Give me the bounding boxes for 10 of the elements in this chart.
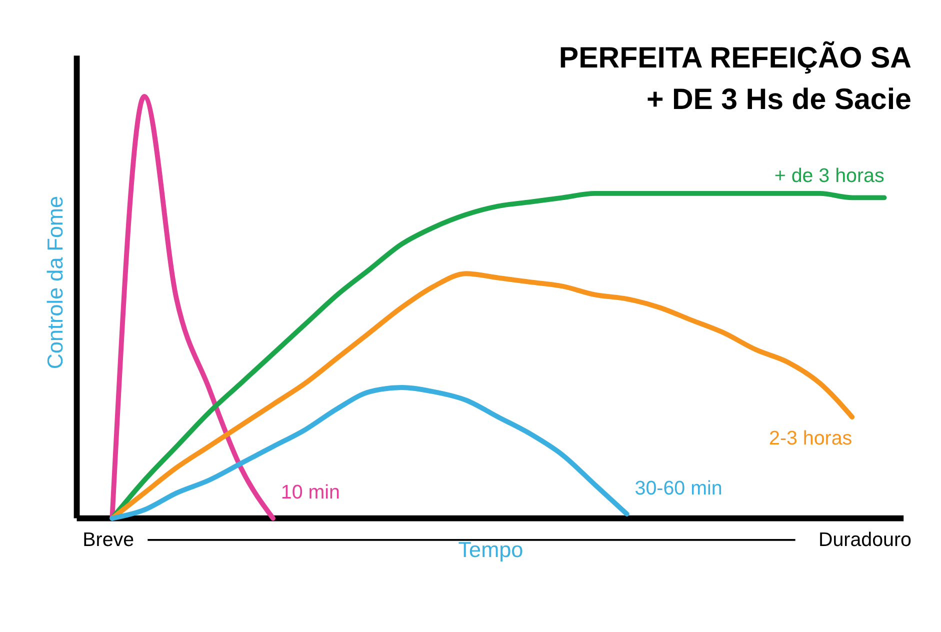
y-axis-title: Controle da Fome [42,196,68,370]
text: Breve [82,528,134,551]
series-label: 10 min [280,482,340,504]
series-label: 2-3 horas [769,428,852,450]
series-label: + de 3 horas [774,164,884,187]
text: Duradouro [818,528,912,551]
x-axis-title: Tempo [458,537,524,562]
text: PERFEITA REFEIÇÃO SA [558,41,912,74]
series-label: 30-60 min [634,477,722,500]
text: + DE 3 Hs de Sacie [646,82,912,116]
